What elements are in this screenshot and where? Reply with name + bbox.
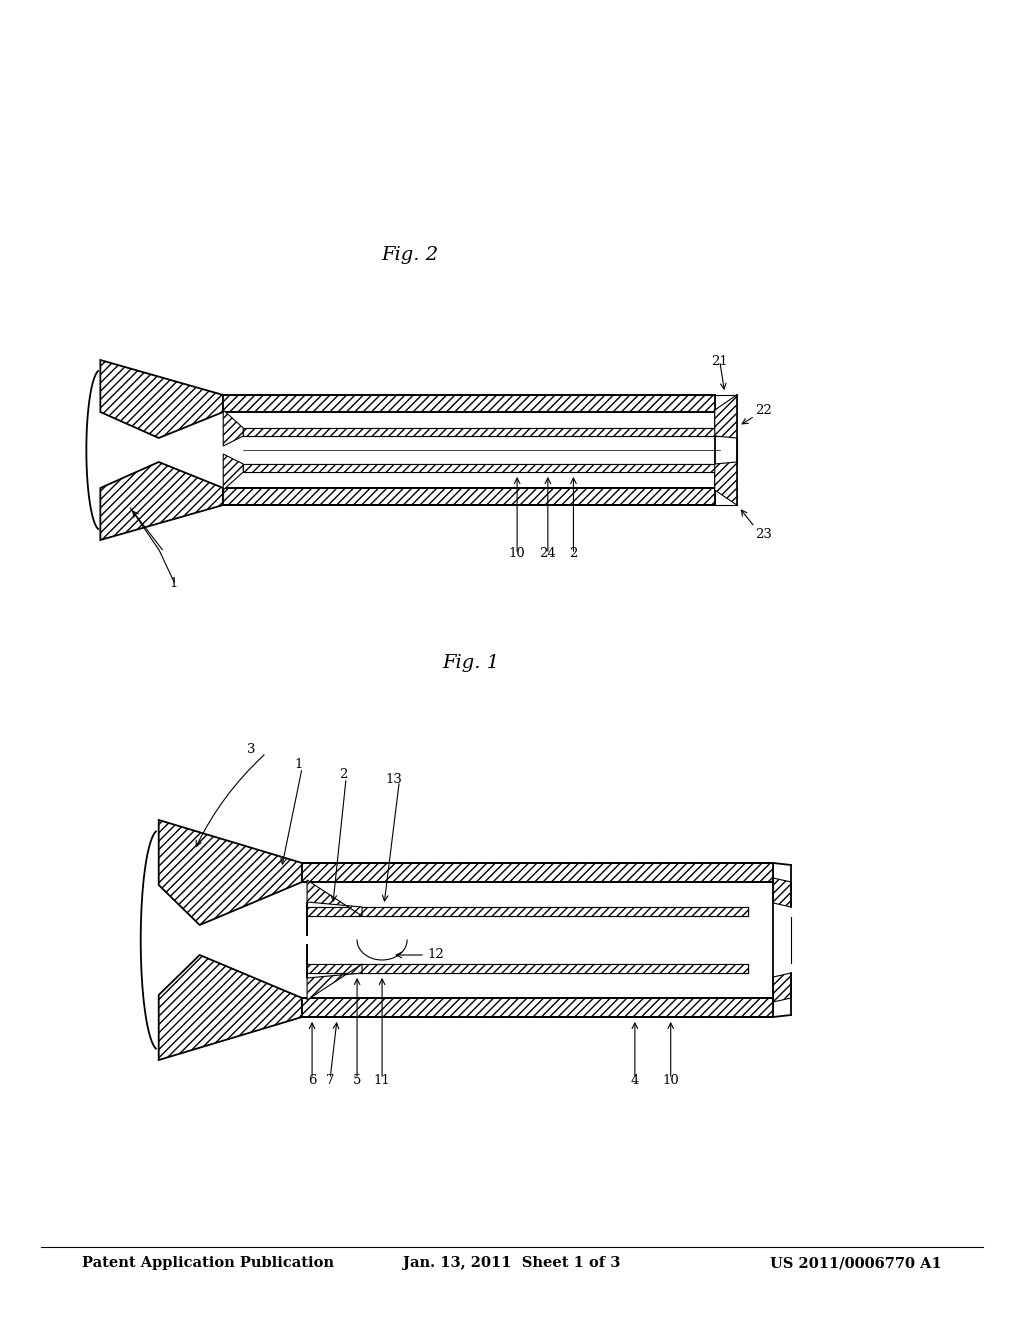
- Polygon shape: [244, 412, 720, 428]
- Text: 1: 1: [170, 577, 178, 590]
- Polygon shape: [307, 964, 749, 973]
- Polygon shape: [244, 473, 720, 488]
- Text: 4: 4: [631, 1074, 639, 1086]
- Polygon shape: [244, 465, 720, 473]
- Polygon shape: [244, 428, 720, 436]
- Text: 2: 2: [569, 546, 578, 560]
- Polygon shape: [223, 454, 244, 490]
- Text: 13: 13: [386, 774, 402, 785]
- Polygon shape: [307, 907, 749, 916]
- Polygon shape: [715, 395, 736, 438]
- Text: Patent Application Publication: Patent Application Publication: [82, 1257, 334, 1270]
- Text: 10: 10: [509, 546, 525, 560]
- Text: 6: 6: [308, 1074, 316, 1086]
- Text: 3: 3: [247, 743, 255, 756]
- Text: 23: 23: [755, 528, 772, 541]
- Polygon shape: [302, 863, 773, 882]
- Text: 7: 7: [326, 1074, 334, 1086]
- Polygon shape: [244, 428, 720, 436]
- Polygon shape: [100, 360, 223, 438]
- Polygon shape: [159, 954, 302, 1060]
- Polygon shape: [100, 462, 223, 540]
- Polygon shape: [223, 488, 715, 506]
- Polygon shape: [302, 863, 773, 882]
- Text: 22: 22: [755, 404, 771, 417]
- Polygon shape: [307, 973, 778, 998]
- Text: 5: 5: [353, 1074, 361, 1086]
- Polygon shape: [307, 907, 749, 916]
- Text: Fig. 1: Fig. 1: [442, 653, 500, 672]
- Text: 10: 10: [663, 1074, 679, 1086]
- Polygon shape: [307, 944, 362, 1001]
- Polygon shape: [223, 395, 715, 412]
- Polygon shape: [307, 880, 362, 936]
- Polygon shape: [307, 916, 778, 964]
- Text: 24: 24: [540, 546, 556, 560]
- Text: 1: 1: [295, 758, 303, 771]
- Polygon shape: [773, 878, 792, 907]
- Polygon shape: [302, 998, 773, 1016]
- Polygon shape: [223, 395, 715, 412]
- Polygon shape: [307, 882, 778, 907]
- Text: 12: 12: [427, 949, 443, 961]
- Polygon shape: [307, 964, 749, 973]
- Polygon shape: [223, 488, 715, 506]
- Polygon shape: [302, 998, 773, 1016]
- Polygon shape: [244, 436, 760, 465]
- Polygon shape: [773, 973, 792, 1002]
- Polygon shape: [223, 411, 244, 446]
- Text: US 2011/0006770 A1: US 2011/0006770 A1: [770, 1257, 942, 1270]
- Polygon shape: [715, 462, 736, 506]
- Text: 11: 11: [374, 1074, 390, 1086]
- Text: Fig. 2: Fig. 2: [381, 246, 438, 264]
- Text: 21: 21: [712, 355, 728, 368]
- Polygon shape: [244, 465, 720, 473]
- Text: 2: 2: [339, 768, 347, 781]
- Text: Jan. 13, 2011  Sheet 1 of 3: Jan. 13, 2011 Sheet 1 of 3: [403, 1257, 621, 1270]
- Polygon shape: [159, 820, 302, 925]
